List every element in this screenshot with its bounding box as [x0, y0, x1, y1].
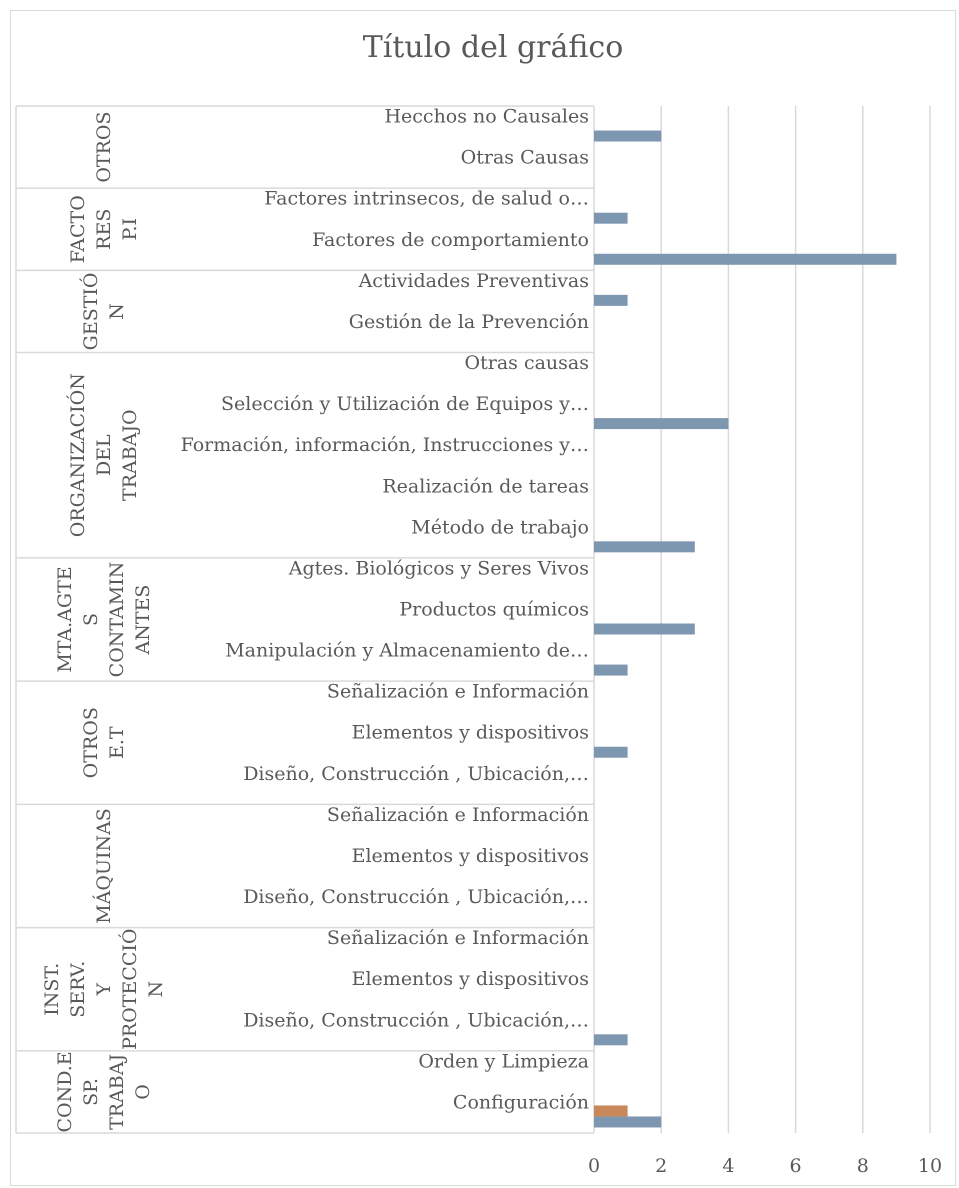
category-label: Realización de tareas	[382, 475, 589, 497]
x-tick-label: 4	[722, 1155, 734, 1177]
bar	[594, 294, 628, 306]
bar	[594, 418, 729, 430]
bars	[594, 130, 897, 1128]
x-tick-label: 10	[918, 1155, 942, 1177]
category-label: Señalización e Información	[327, 681, 589, 703]
category-label: Manipulación y Almacenamiento de…	[225, 640, 589, 662]
category-label: Orden y Limpieza	[418, 1050, 589, 1072]
category-label: Otras Causas	[461, 147, 589, 169]
category-label: Factores de comportamiento	[312, 229, 589, 251]
group-label: GESTIÓ N	[79, 272, 128, 350]
group-label: MTA.AGTE S CONTAMIN ANTES	[54, 562, 154, 678]
group-label: MÁQUINAS	[92, 808, 115, 924]
bar	[594, 1116, 662, 1128]
bar	[594, 1105, 628, 1117]
bar	[594, 664, 628, 676]
group-label: FACTO RES P.I	[67, 195, 141, 263]
category-axis: Hecchos no Causales Otras Causas Factores …	[181, 106, 589, 1114]
category-label: Diseño, Construcción , Ubicación,…	[243, 763, 589, 785]
group-label: ORGANIZACIÓN DEL TRABAJO	[66, 373, 141, 537]
category-label: Productos químicos	[399, 599, 589, 621]
x-axis-ticks: 0 2 4 6 8 10	[588, 1155, 942, 1177]
group-label: INST. SERV. Y PROTECCIÓ N	[41, 929, 167, 1050]
group-axis: OTROS FACTO RES P.I GESTIÓ N ORGANIZACIÓN DEL TR…	[15, 105, 594, 1134]
bar	[594, 541, 695, 553]
bar	[594, 746, 628, 758]
x-tick-label: 0	[588, 1155, 600, 1177]
chart-frame	[10, 10, 956, 1186]
category-label: Elementos y dispositivos	[352, 968, 589, 990]
x-tick-label: 8	[857, 1155, 869, 1177]
category-label: Factores intrinsecos, de salud o…	[264, 188, 589, 210]
bar	[594, 623, 695, 635]
category-label: Elementos y dispositivos	[352, 722, 589, 744]
x-tick-label: 2	[655, 1155, 667, 1177]
chart-title: Título del gráfico	[362, 30, 624, 65]
category-label: Señalización e Información	[327, 927, 589, 949]
category-label: Actividades Preventivas	[358, 270, 589, 292]
category-label: Gestión de la Prevención	[349, 311, 589, 333]
group-label: OTROS E.T	[80, 707, 128, 778]
group-label: OTROS	[93, 112, 115, 183]
category-label: Configuración	[453, 1091, 589, 1113]
category-label: Agtes. Biológicos y Seres Vivos	[288, 557, 589, 579]
category-label: Método de trabajo	[411, 516, 589, 538]
x-tick-label: 6	[790, 1155, 802, 1177]
bar	[594, 212, 628, 224]
category-label: Hecchos no Causales	[384, 106, 589, 128]
group-label: COND.E SP. TRABAJ O	[54, 1051, 154, 1132]
category-label: Otras causas	[465, 352, 589, 374]
category-label: Elementos y dispositivos	[352, 845, 589, 867]
category-label: Diseño, Construcción , Ubicación,…	[243, 1009, 589, 1031]
bar	[594, 1034, 628, 1046]
bar	[594, 253, 897, 265]
category-label: Señalización e Información	[327, 804, 589, 826]
category-label: Selección y Utilización de Equipos y…	[221, 393, 589, 415]
category-label: Diseño, Construcción , Ubicación,…	[243, 886, 589, 908]
gridlines	[593, 106, 931, 1133]
category-label: Formación, información, Instrucciones y…	[181, 434, 589, 456]
bar	[594, 130, 662, 142]
